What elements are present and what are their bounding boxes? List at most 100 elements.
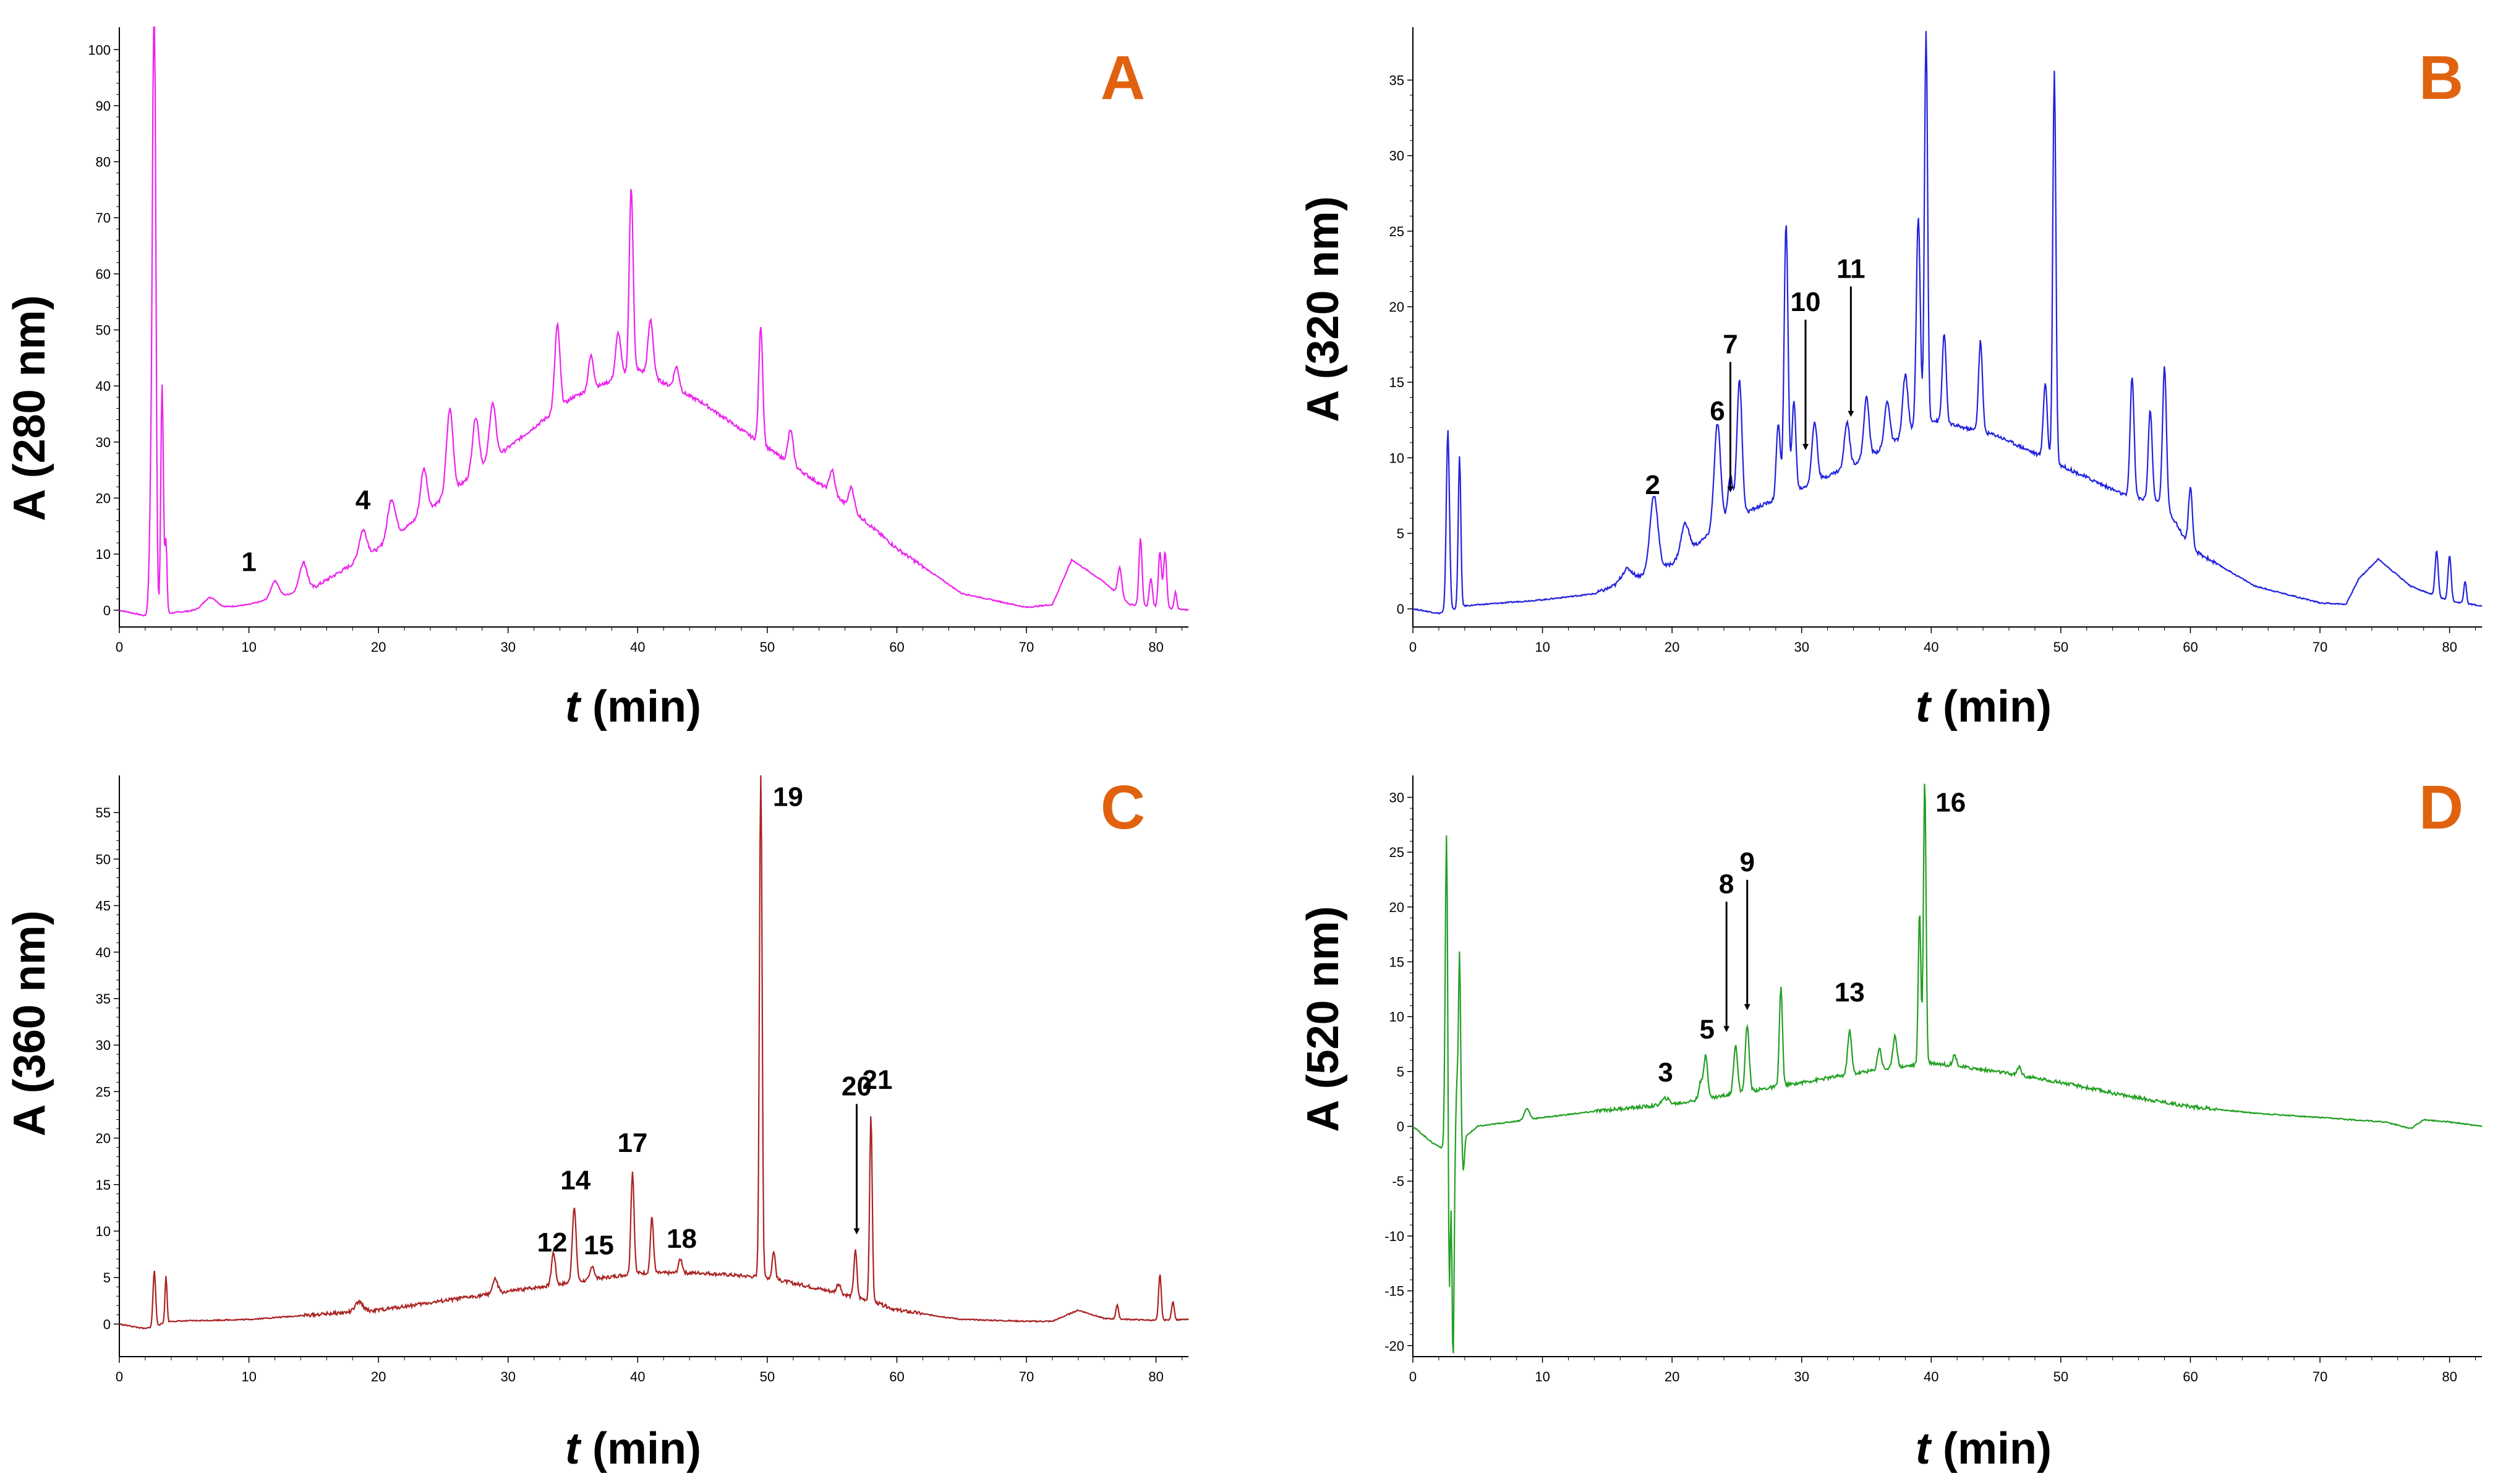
- peak-label-17: 17: [617, 1128, 647, 1158]
- panel-b-letter: B: [2419, 43, 2463, 113]
- peak-label-5: 5: [1699, 1015, 1714, 1045]
- panel-c-letter: C: [1101, 773, 1145, 842]
- panel-a-y-tick-label: 100: [88, 42, 111, 58]
- panel-c-x-tick-label: 60: [889, 1369, 904, 1384]
- panel-a-peak-annotations: 14: [241, 485, 370, 578]
- peak-label-3: 3: [1658, 1057, 1673, 1088]
- panel-c-x-tick-label: 10: [241, 1369, 256, 1384]
- panel-d-x-tick-label: 30: [1794, 1369, 1809, 1384]
- panel-b-y-tick-label: 20: [1389, 299, 1404, 315]
- panel-a-y-tick-label: 20: [96, 490, 111, 506]
- svg-text:A (320 nm): A (320 nm): [1298, 196, 1348, 422]
- panel-a-chromatogram-trace: [119, 26, 1189, 617]
- peak-label-20: 20: [842, 1071, 872, 1101]
- peak-label-11: 11: [1836, 254, 1866, 284]
- panel-c-y-tick-label: 0: [103, 1316, 111, 1332]
- peak-label-14: 14: [560, 1165, 591, 1195]
- panel-d-x-tick-label: 70: [2313, 1369, 2327, 1384]
- panel-b-y-tick-label: 15: [1389, 375, 1404, 390]
- panel-d-chromatogram-trace: [1412, 783, 2483, 1354]
- peak-label-1: 1: [241, 547, 256, 577]
- panel-d-y-tick-label: -10: [1384, 1229, 1404, 1244]
- panel-c-y-tick-label: 25: [96, 1084, 111, 1099]
- panel-d-x-tick-label: 40: [1924, 1369, 1938, 1384]
- panel-c-y-tick-label: 35: [96, 991, 111, 1007]
- panel-c-x-axis-label: t (min): [565, 1424, 701, 1473]
- panel-c-x-tick-label: 40: [630, 1369, 645, 1384]
- peak-label-18: 18: [667, 1224, 697, 1254]
- panel-b-x-tick-label: 0: [1409, 639, 1417, 655]
- panel-b-x-axis-label: t (min): [1916, 682, 2052, 731]
- peak-label-7: 7: [1723, 329, 1738, 359]
- panel-a-y-tick-label: 50: [96, 323, 111, 338]
- panel-a-letter: A: [1101, 43, 1145, 113]
- panel-b-chromatogram-trace: [1412, 31, 2483, 615]
- panel-b-x-tick-label: 20: [1665, 639, 1679, 655]
- panel-d-y-tick-label: 10: [1389, 1009, 1404, 1025]
- panel-d-x-tick-label: 10: [1535, 1369, 1550, 1384]
- peak-label-9: 9: [1739, 847, 1754, 877]
- svg-text:A (280 nm): A (280 nm): [5, 295, 54, 521]
- panel-b-y-tick-label: 0: [1397, 602, 1404, 617]
- panel-a-x-tick-label: 50: [760, 639, 775, 655]
- panel-c-x-tick-label: 30: [500, 1369, 515, 1384]
- panel-d-x-tick-label: 0: [1409, 1369, 1417, 1384]
- panel-d-y-tick-label: 5: [1397, 1064, 1404, 1080]
- panel-b-peak-annotations: 2 6 7 10 11: [1645, 254, 1865, 500]
- panel-d: A (520 nm) -20 -15 -10 -5 0 5 10 15 20 25 30 0 10 20 3…: [1298, 773, 2483, 1473]
- peak-label-2: 2: [1645, 470, 1660, 500]
- panel-b-x-tick-label: 60: [2183, 639, 2198, 655]
- panel-b-y-tick-label: 35: [1389, 73, 1404, 88]
- panel-c-y-tick-label: 55: [96, 805, 111, 821]
- panel-d-y-tick-label: -20: [1384, 1338, 1404, 1354]
- panel-a-y-tick-label: 40: [96, 378, 111, 394]
- panel-b-x-tick-label: 10: [1535, 639, 1550, 655]
- panel-c-y-tick-label: 40: [96, 945, 111, 960]
- panel-c-y-tick-label: 45: [96, 898, 111, 914]
- panel-a-x-tick-label: 80: [1148, 639, 1163, 655]
- panel-c-y-tick-label: 15: [96, 1177, 111, 1193]
- panel-c-y-tick-label: 20: [96, 1131, 111, 1146]
- panel-d-y-axis-label: A (520 nm): [1298, 906, 1348, 1132]
- panel-c-chromatogram-trace: [119, 775, 1189, 1330]
- panel-d-y-tick-label: 30: [1389, 790, 1404, 805]
- panel-c-y-tick-label: 30: [96, 1038, 111, 1053]
- panel-d-x-axis-label: t (min): [1916, 1424, 2052, 1473]
- panel-a-x-tick-label: 10: [241, 639, 256, 655]
- panel-a: A (280 nm) 0 10 20 30 40 50 60 70 80 90 100 0 10 20 30…: [5, 26, 1189, 731]
- peak-label-10: 10: [1791, 287, 1821, 317]
- panel-d-x-tick-label: 20: [1665, 1369, 1679, 1384]
- panel-c-x-tick-label: 80: [1148, 1369, 1163, 1384]
- panel-b-axes: 0 5 10 15 20 25 30 35 0 10 20 30 40 50 60 70 80: [1389, 27, 2482, 655]
- panel-a-y-axis-label: A (280 nm): [5, 295, 54, 521]
- peak-label-16: 16: [1935, 788, 1966, 818]
- panel-b-y-axis-label: A (320 nm): [1298, 196, 1348, 422]
- panel-b: A (320 nm) 0 5 10 15 20 25 30 35 0 10 20 30 40 50 60 70…: [1298, 27, 2483, 731]
- peak-label-21: 21: [863, 1065, 893, 1095]
- panel-d-axes: -20 -15 -10 -5 0 5 10 15 20 25 30 0 10 20 30 40 50 60 70 80: [1384, 775, 2482, 1384]
- panel-a-axes: 0 10 20 30 40 50 60 70 80 90 100 0 10 20 30 40 50 60 70 80: [88, 27, 1188, 655]
- peak-label-4: 4: [356, 485, 371, 516]
- panel-d-y-tick-label: 25: [1389, 845, 1404, 860]
- panel-b-y-tick-label: 10: [1389, 450, 1404, 466]
- peak-label-15: 15: [584, 1230, 614, 1261]
- panel-d-y-tick-label: 15: [1389, 955, 1404, 970]
- panel-d-letter: D: [2419, 773, 2463, 842]
- panel-a-x-axis-label: t (min): [565, 682, 701, 731]
- panel-b-x-tick-label: 80: [2442, 639, 2457, 655]
- panel-c-x-tick-label: 50: [760, 1369, 775, 1384]
- panel-b-y-tick-label: 5: [1397, 526, 1404, 542]
- panel-d-y-tick-label: -15: [1384, 1284, 1404, 1299]
- svg-text:A (520 nm): A (520 nm): [1298, 906, 1348, 1132]
- panel-a-y-tick-label: 90: [96, 98, 111, 114]
- panel-a-x-tick-label: 60: [889, 639, 904, 655]
- panel-c-y-tick-label: 10: [96, 1224, 111, 1239]
- panel-b-x-tick-label: 50: [2053, 639, 2068, 655]
- panel-b-x-tick-label: 30: [1794, 639, 1809, 655]
- panel-a-y-tick-label: 0: [103, 603, 111, 618]
- panel-a-y-tick-label: 80: [96, 155, 111, 170]
- panel-d-x-tick-label: 50: [2053, 1369, 2068, 1384]
- panel-d-x-tick-label: 80: [2442, 1369, 2457, 1384]
